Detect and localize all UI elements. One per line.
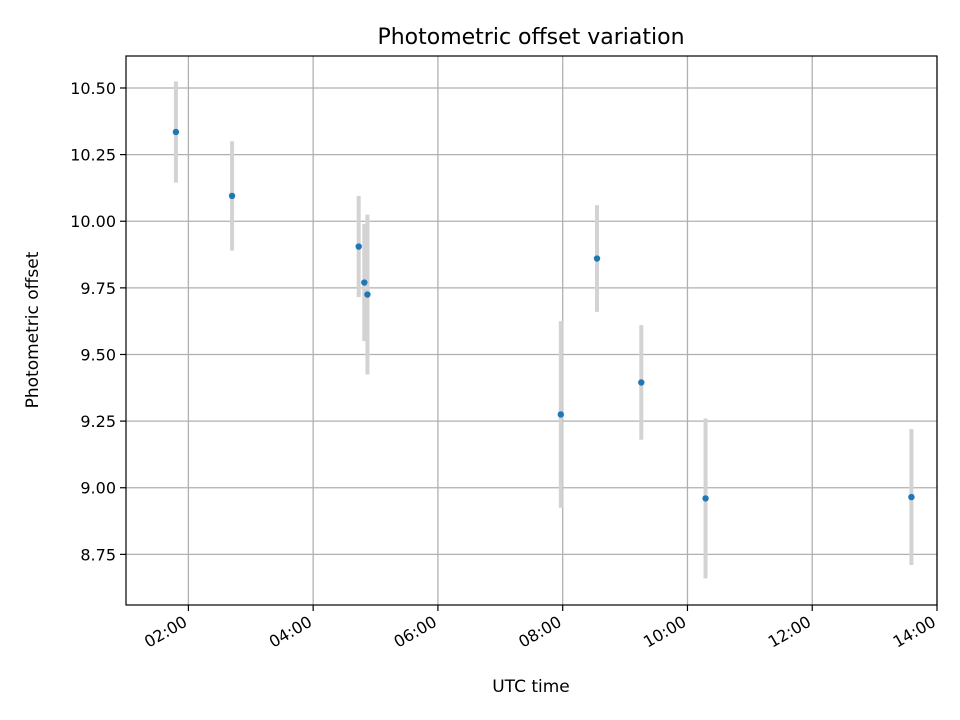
- data-point: [638, 379, 645, 386]
- y-tick-label: 9.00: [80, 479, 116, 498]
- data-point: [355, 243, 362, 250]
- y-tick-label: 10.50: [70, 79, 116, 98]
- data-point: [908, 493, 915, 501]
- y-axis-ticks: 8.75 9.00 9.25 9.50 9.75 10.00 10.25 10.50: [70, 79, 126, 564]
- data-point: [361, 279, 368, 286]
- y-tick-label: 10.00: [70, 212, 116, 231]
- data-point: [364, 291, 371, 298]
- y-tick-label: 10.25: [70, 146, 116, 165]
- data-point: [557, 411, 565, 418]
- data-points: [172, 128, 915, 502]
- data-point: [593, 255, 601, 262]
- y-tick-label: 8.75: [80, 545, 116, 564]
- data-point: [702, 495, 709, 502]
- data-point: [172, 128, 180, 136]
- plot-area: [126, 56, 937, 605]
- axes-frame: [125, 55, 938, 606]
- data-point: [228, 192, 236, 200]
- chart-title: Photometric offset variation: [377, 25, 684, 50]
- y-tick-label: 9.75: [80, 279, 116, 298]
- y-tick-label: 9.50: [80, 345, 116, 364]
- y-tick-label: 9.25: [80, 412, 116, 431]
- y-axis-label: Photometric offset: [23, 251, 43, 408]
- grid: [126, 56, 938, 605]
- x-axis-label: UTC time: [492, 677, 570, 697]
